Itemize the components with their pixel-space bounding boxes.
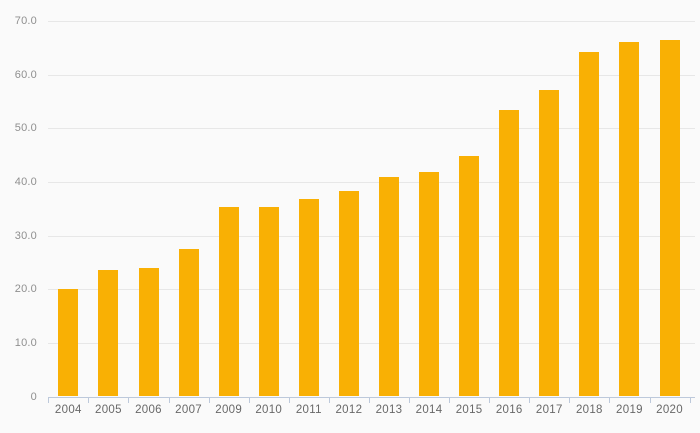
bar-2016: [499, 109, 520, 397]
y-axis-label-0: 0: [30, 390, 37, 403]
x-axis-tick: [649, 396, 651, 403]
gridline-40: [48, 181, 695, 183]
x-axis-tick: [609, 396, 611, 403]
x-axis-label-2018: 2018: [575, 403, 603, 416]
x-axis-label-2017: 2017: [535, 403, 563, 416]
x-axis-tick: [288, 396, 290, 403]
x-axis-label-2007: 2007: [175, 403, 202, 416]
x-axis-tick: [689, 396, 691, 403]
bar-2005: [98, 269, 119, 397]
gridline-60: [48, 74, 695, 76]
bar-2019: [619, 41, 640, 397]
y-axis-label-20.0: 20.0: [14, 283, 37, 296]
gridline-50: [48, 128, 695, 130]
y-axis-label-60.0: 60.0: [14, 68, 37, 81]
x-axis-tick: [489, 396, 491, 403]
gridline-70: [48, 21, 695, 22]
bar-2004: [58, 289, 79, 397]
x-axis-label-2012: 2012: [335, 403, 363, 416]
y-axis-label-40.0: 40.0: [14, 175, 37, 188]
gridline-20: [48, 289, 695, 291]
x-axis-tick: [449, 396, 451, 403]
y-axis-label-70.0: 70.0: [14, 15, 37, 27]
x-axis-tick: [409, 396, 411, 403]
bar-2014: [419, 171, 440, 397]
bar-2020: [659, 40, 680, 397]
x-axis-tick: [368, 396, 370, 403]
gridline-30: [48, 235, 695, 237]
bar-2006: [138, 267, 159, 397]
x-axis-label-2016: 2016: [495, 403, 523, 416]
x-axis-label-2013: 2013: [375, 403, 403, 416]
bar-2012: [338, 190, 359, 397]
x-axis-tick: [569, 396, 571, 403]
x-axis-label-2019: 2019: [616, 403, 643, 416]
x-axis-label-2005: 2005: [95, 403, 122, 416]
x-axis-tick: [48, 396, 50, 403]
x-axis-label-2020: 2020: [656, 403, 683, 416]
x-axis-label-2011: 2011: [295, 403, 322, 416]
x-axis-tick: [168, 396, 170, 403]
x-axis-label-2006: 2006: [135, 403, 162, 416]
x-axis-label-2009: 2009: [215, 403, 243, 416]
bar-2015: [459, 155, 480, 397]
y-axis-label-30.0: 30.0: [14, 229, 37, 242]
bar-2009: [218, 207, 239, 397]
x-axis-label-2014: 2014: [415, 403, 443, 416]
x-axis-label-2015: 2015: [455, 403, 483, 416]
x-axis-tick: [328, 396, 330, 403]
y-axis-label-50.0: 50.0: [14, 122, 37, 135]
x-axis-tick: [529, 396, 531, 403]
x-axis-tick: [248, 396, 250, 403]
x-axis-label-2010: 2010: [255, 403, 283, 416]
bar-2011: [298, 198, 319, 397]
bar-2018: [579, 51, 600, 397]
x-axis-tick: [128, 396, 130, 403]
x-axis-tick: [208, 396, 210, 403]
x-axis-line: [48, 396, 695, 398]
bar-2010: [258, 207, 279, 397]
bar-2013: [378, 176, 399, 397]
y-axis-label-10.0: 10.0: [14, 336, 37, 349]
x-axis-label-2004: 2004: [54, 403, 82, 416]
gridline-10: [48, 342, 695, 344]
bar-2007: [178, 248, 199, 397]
bar-2017: [539, 90, 560, 397]
x-axis-tick: [88, 396, 90, 403]
